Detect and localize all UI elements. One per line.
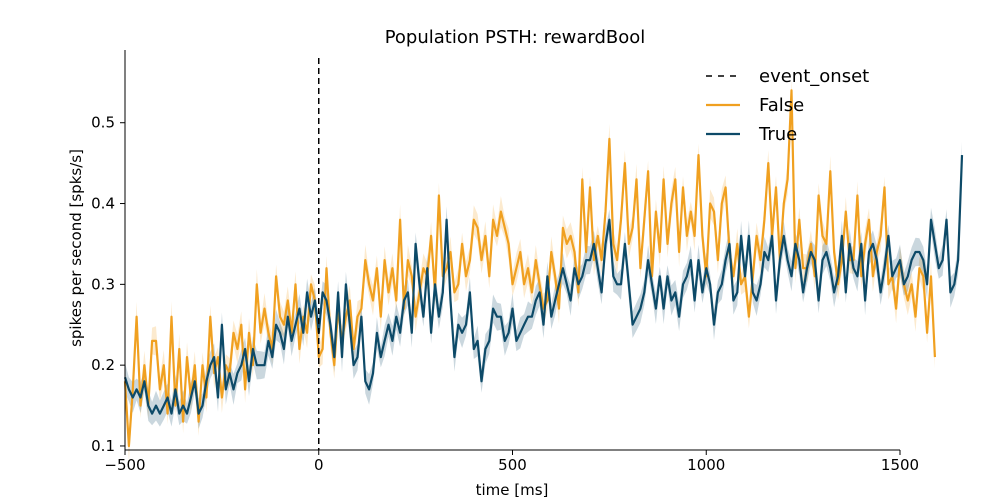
x-tick-label: 1500 <box>881 456 919 474</box>
y-tick-label: 0.3 <box>91 275 115 293</box>
y-tick-label: 0.4 <box>91 195 115 213</box>
chart-title: Population PSTH: rewardBool <box>385 27 646 48</box>
x-axis-ticks: −500 0 500 1000 1500 <box>104 450 919 474</box>
band-false <box>125 79 935 462</box>
x-tick-label: 0 <box>314 456 324 474</box>
series-line-true <box>123 155 964 415</box>
x-tick-label: −500 <box>104 456 145 474</box>
series-lines <box>123 89 964 448</box>
x-tick-label: 500 <box>498 456 527 474</box>
x-axis-label: time [ms] <box>476 481 549 499</box>
legend: event_onset False True <box>706 66 869 145</box>
series-line-false <box>123 89 936 448</box>
legend-label-true: True <box>758 124 797 145</box>
legend-label-false: False <box>759 95 804 116</box>
legend-label-event-onset: event_onset <box>759 66 869 87</box>
y-tick-label: 0.2 <box>91 356 115 374</box>
y-tick-label: 0.1 <box>91 437 115 455</box>
y-tick-label: 0.5 <box>91 114 115 132</box>
y-axis-ticks: 0.1 0.2 0.3 0.4 0.5 <box>91 114 125 455</box>
x-tick-label: 1000 <box>687 456 725 474</box>
y-axis-label: spikes per second [spks/s] <box>67 149 85 347</box>
